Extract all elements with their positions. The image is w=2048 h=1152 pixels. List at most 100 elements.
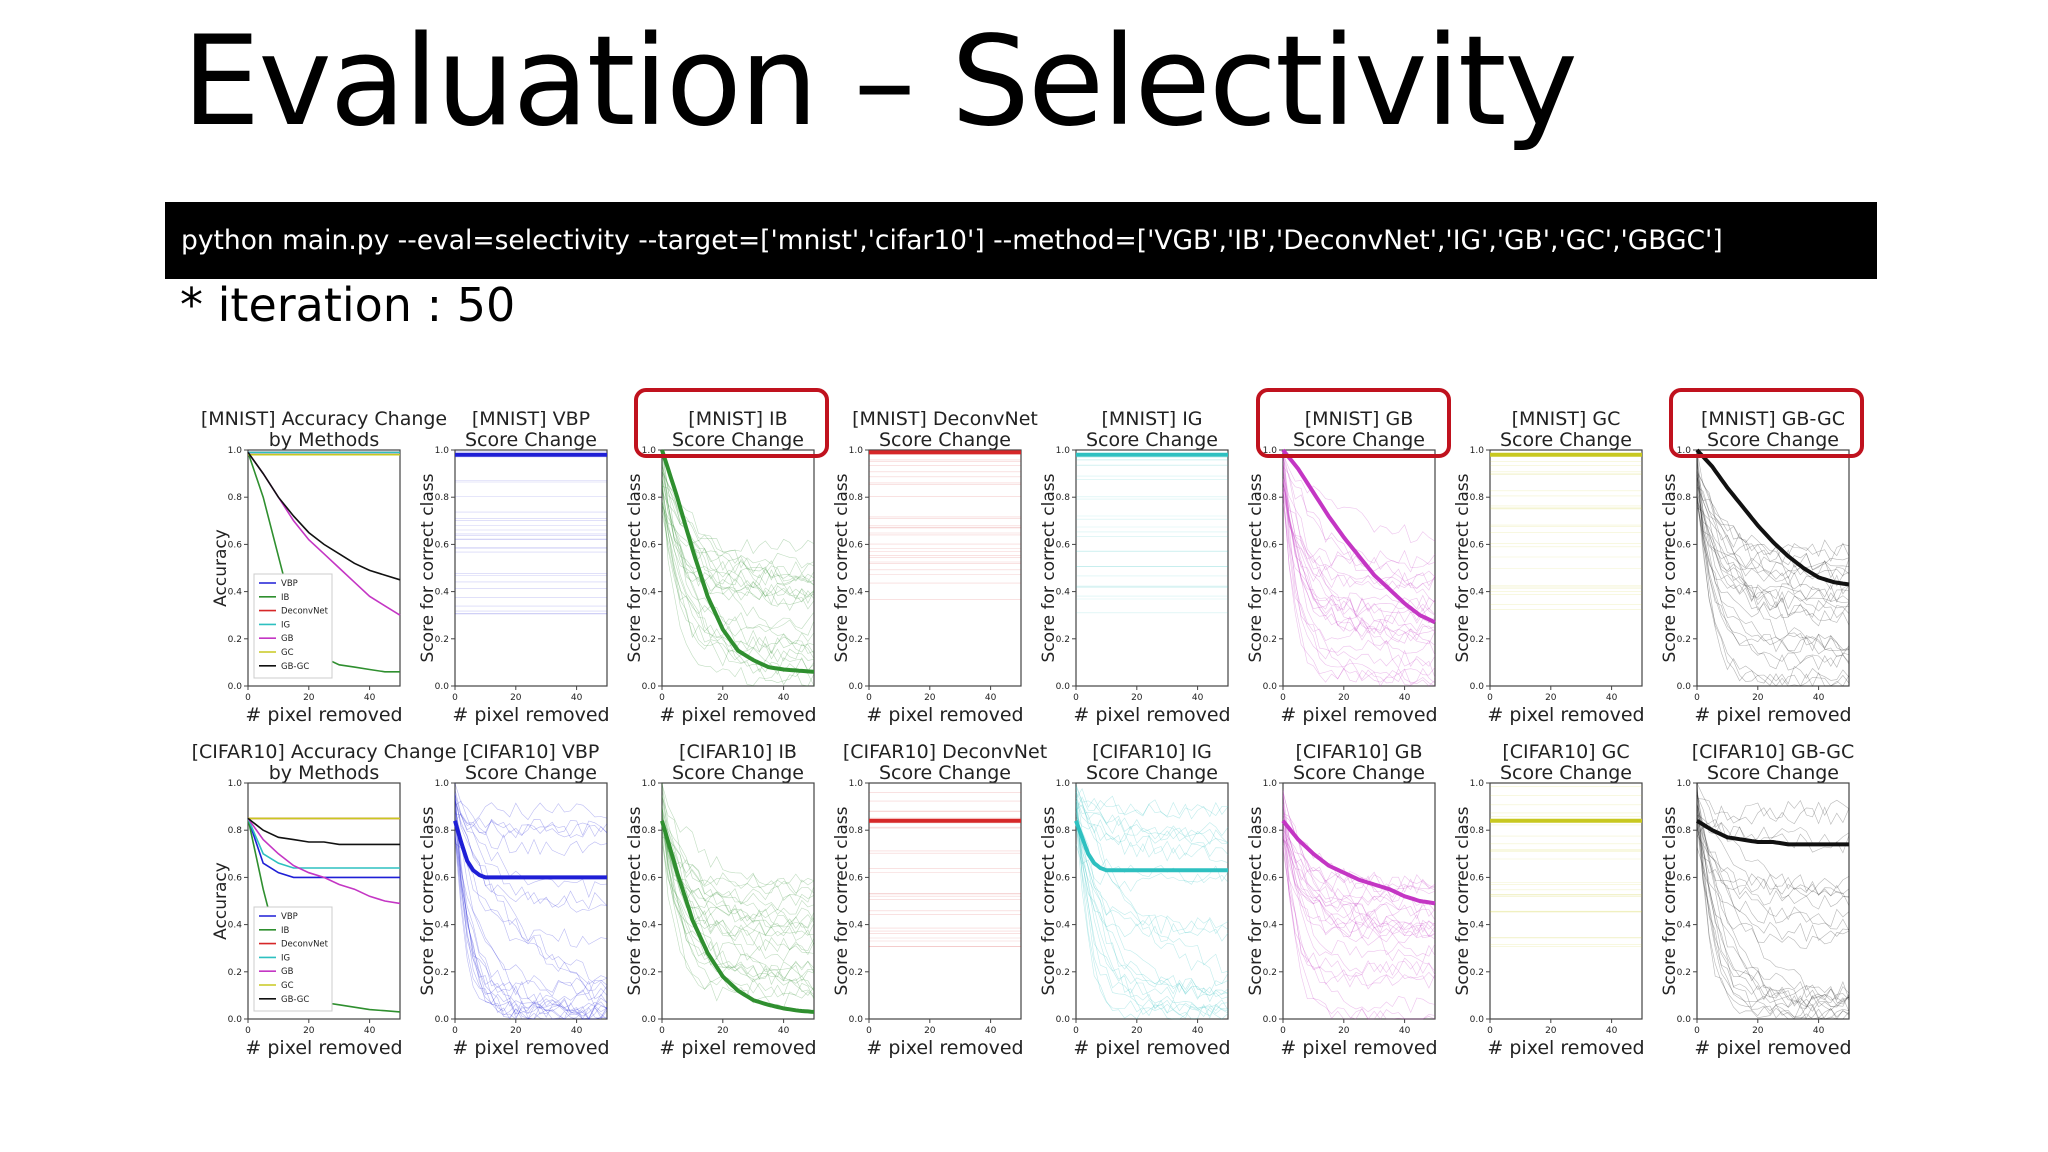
sample-line [1282,487,1436,568]
x-tick-label: 0 [659,1026,665,1036]
sample-line [454,836,608,1000]
sample-line [1075,822,1229,997]
y-tick-label: 0.0 [642,682,657,692]
y-axis-label: Score for correct class [625,806,645,995]
sample-line [454,799,608,1020]
sample-line [1075,783,1229,837]
sample-line [1696,795,1850,1019]
mean-line [1695,448,1850,587]
y-tick-label: 0.4 [849,588,864,598]
x-tick-label: 40 [1192,1026,1204,1036]
y-tick-label: 0.0 [1056,1015,1071,1025]
plot-frame [1489,782,1643,1020]
sample-line [1696,810,1850,1020]
x-axis-label: # pixel removed [659,1037,816,1059]
sample-line [1696,477,1850,656]
y-tick-label: 0.6 [1470,873,1485,883]
sample-line [454,795,608,1020]
sample-line [1282,463,1436,683]
x-axis-label: # pixel removed [245,704,402,726]
x-tick-label: 20 [510,693,522,703]
sample-line [1282,814,1436,939]
x-tick-label: 40 [985,1026,997,1036]
sample-line [1075,786,1229,974]
sample-line [661,477,815,579]
sample-line [1696,827,1850,893]
sample-line [1282,466,1436,587]
panel-title: [CIFAR10] GB [1295,741,1422,763]
panel-title: [MNIST] Accuracy Change [201,408,447,430]
sample-line [661,504,815,663]
legend-label: GB-GC [281,995,309,1005]
x-axis-label: # pixel removed [1487,1037,1644,1059]
panel-title: [MNIST] GB [1305,408,1414,430]
y-tick-label: 0.4 [1470,588,1485,598]
sample-line [661,787,815,911]
x-axis-label: # pixel removed [1487,704,1644,726]
sample-line [661,471,815,586]
sample-line [1696,501,1850,603]
legend-label: IB [281,926,290,936]
y-tick-label: 0.0 [1263,682,1278,692]
x-tick-label: 20 [1545,693,1557,703]
sample-line [1696,449,1850,603]
y-tick-label: 0.2 [435,635,449,645]
sample-line [1696,795,1850,906]
panel-title: by Methods [269,429,380,451]
x-tick-label: 0 [866,1026,872,1036]
y-tick-label: 0.2 [849,968,863,978]
y-tick-label: 1.0 [1056,446,1071,456]
x-axis-label: # pixel removed [452,704,609,726]
panel-title: [CIFAR10] VBP [463,741,600,763]
y-tick-label: 0.6 [228,873,243,883]
sample-line [661,449,815,675]
y-tick-label: 0.4 [435,588,450,598]
sample-line [1696,470,1850,609]
y-tick-label: 0.4 [849,921,864,931]
y-tick-label: 0.4 [1470,921,1485,931]
y-axis-label: Score for correct class [1246,806,1266,995]
x-tick-label: 0 [245,1026,251,1036]
sample-line [661,838,815,937]
x-tick-label: 40 [985,693,997,703]
sample-line [661,796,815,946]
sample-line [1282,794,1436,943]
sample-line [1282,818,1436,940]
sample-line [661,824,815,995]
sample-line [1282,496,1436,611]
y-tick-label: 0.2 [1056,635,1070,645]
y-tick-label: 1.0 [642,779,657,789]
mean-line [1281,448,1436,625]
x-axis-label: # pixel removed [245,1037,402,1059]
sample-line [1696,460,1850,619]
sample-line [1075,805,1229,942]
sample-line [1696,798,1850,826]
x-axis-label: # pixel removed [659,704,816,726]
sample-line [454,795,608,1005]
sample-line [661,836,815,915]
panel-title: by Methods [269,762,380,784]
panel-title: Score Change [465,762,597,784]
y-tick-label: 0.8 [849,826,864,836]
sample-line [1696,812,1850,1007]
panel-title: [CIFAR10] DeconvNet [843,741,1047,763]
sample-line [454,813,608,838]
y-tick-label: 0.8 [1056,826,1071,836]
y-axis-label: Accuracy [211,862,231,940]
y-tick-label: 1.0 [1677,779,1692,789]
sample-line [1282,469,1436,641]
sample-line [1282,475,1436,646]
y-tick-label: 1.0 [1056,779,1071,789]
y-axis-label: Score for correct class [1039,806,1059,995]
mean-line [660,449,815,674]
y-tick-label: 1.0 [228,446,243,456]
sample-line [661,479,815,662]
sample-line [1696,824,1850,896]
sample-line [1696,790,1850,927]
sample-line [1696,483,1850,558]
sample-line [1282,795,1436,989]
panel-title: Score Change [1707,429,1839,451]
y-tick-label: 0.0 [228,682,243,692]
